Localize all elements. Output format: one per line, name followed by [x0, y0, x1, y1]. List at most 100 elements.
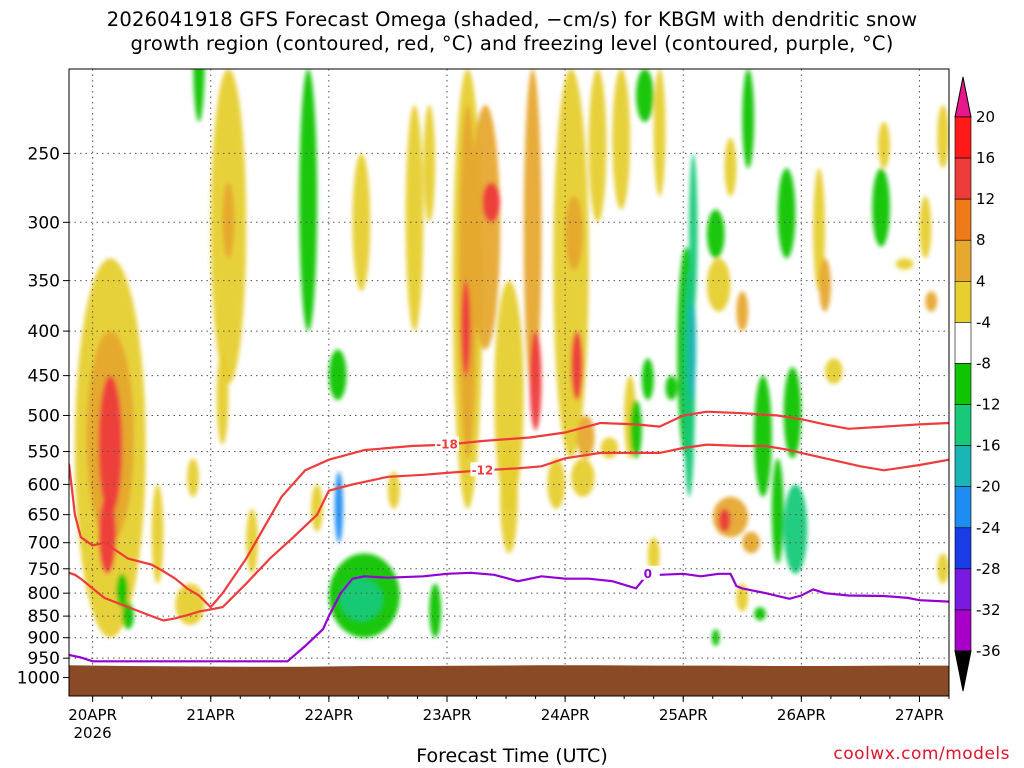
omega-shade — [328, 349, 347, 401]
y-tick-label: 850 — [28, 607, 60, 627]
omega-shade — [612, 69, 631, 210]
omega-shade — [299, 69, 318, 332]
colorbar-label: -20 — [976, 478, 1001, 496]
omega-shade — [754, 607, 766, 621]
colorbar-label: 20 — [976, 108, 995, 126]
contours: -18 -12 0 — [69, 410, 949, 663]
colorbar-swatch — [954, 198, 972, 241]
omega-shade — [571, 458, 595, 497]
omega-shade — [193, 69, 205, 122]
y-tick-label: 600 — [28, 475, 60, 495]
omega-shade — [547, 458, 566, 509]
title-line-1: 2026041918 GFS Forecast Omega (shaded, −… — [106, 8, 918, 31]
y-tick-label: 750 — [28, 560, 60, 580]
y-tick-label: 900 — [28, 629, 60, 649]
y-tick-label: 500 — [28, 406, 60, 426]
omega-shade — [500, 444, 518, 554]
x-tick-label: 20APR — [68, 706, 117, 724]
omega-shade — [742, 69, 755, 169]
omega-shade — [718, 508, 731, 532]
omega-shade — [635, 69, 654, 122]
x-tick-label: 23APR — [423, 706, 472, 724]
omega-shade — [688, 291, 697, 401]
title-line-2: growth region (contoured, red, °C) and f… — [130, 32, 894, 55]
chart-title: 2026041918 GFS Forecast Omega (shaded, −… — [0, 8, 1024, 56]
omega-shade — [116, 573, 129, 608]
colorbar-label: -16 — [976, 437, 1001, 455]
colorbar-top-arrow — [954, 76, 972, 118]
contour-line — [69, 571, 949, 663]
omega-shade — [529, 331, 542, 431]
colorbar-swatch — [954, 322, 972, 364]
omega-shade — [571, 331, 583, 401]
y-tick-label: 300 — [28, 213, 60, 233]
omega-shade — [689, 153, 698, 312]
contour-label-bg — [434, 436, 459, 451]
omega-shade — [647, 537, 660, 574]
colorbar-swatch — [954, 568, 972, 611]
credit-link[interactable]: coolwx.com/models — [833, 744, 1010, 764]
colorbar-label: 12 — [976, 190, 995, 208]
omega-shade — [600, 437, 619, 459]
y-tick-label: 1000 — [17, 669, 60, 689]
colorbar-swatch — [954, 445, 972, 487]
omega-shade — [311, 484, 323, 532]
omega-shade — [895, 258, 914, 270]
y-tick-label: 650 — [28, 506, 60, 526]
omega-shade — [494, 280, 524, 509]
omega-shade — [665, 375, 678, 401]
omega-shade — [783, 367, 802, 459]
colorbar-bottom-arrow — [954, 650, 972, 692]
colorbar-label: -4 — [976, 313, 991, 331]
colorbar-swatch — [954, 609, 972, 652]
omega-shade — [246, 508, 258, 574]
colorbar-label: -8 — [976, 354, 991, 372]
x-axis-label: Forecast Time (UTC) — [416, 745, 608, 767]
y-tick-label: 350 — [28, 272, 60, 292]
colorbar-label: 8 — [976, 231, 986, 249]
y-tick-label: 450 — [28, 367, 60, 387]
x-tick-label: 22APR — [304, 706, 353, 724]
omega-shade — [706, 209, 725, 259]
contour-label-bg — [635, 565, 660, 580]
omega-shade — [819, 258, 831, 312]
omega-shade — [641, 358, 654, 401]
omega-shade — [925, 291, 938, 312]
omega-shade — [429, 583, 442, 638]
omega-shade — [340, 578, 383, 621]
omega-shade — [151, 484, 164, 584]
omega-shade — [872, 168, 890, 247]
omega-shade — [736, 583, 749, 612]
omega-shade — [878, 121, 890, 169]
colorbar-swatch — [954, 116, 972, 159]
colorbar-label: 16 — [976, 149, 995, 167]
omega-shade — [813, 168, 825, 292]
omega-shade — [711, 629, 720, 647]
omega-shade — [919, 196, 932, 259]
shading-blur — [74, 69, 949, 647]
colorbar-swatch — [954, 281, 972, 323]
omega-shade — [216, 349, 229, 445]
colorbar: 20 16 12 8 4 -4 -8 -12 -16 -20 -24 -28 -32 -36 — [954, 76, 1001, 692]
omega-shade — [653, 69, 666, 197]
omega-shade — [736, 291, 749, 332]
colorbar-swatch — [954, 486, 972, 529]
colorbar-label: 4 — [976, 272, 986, 290]
contour-line — [69, 443, 949, 622]
x-tick-label: 25APR — [659, 706, 708, 724]
y-tick-label: 950 — [28, 649, 60, 669]
omega-shade — [222, 182, 235, 259]
y-tick-label: 700 — [28, 534, 60, 554]
omega-shade — [405, 105, 424, 332]
y-axis-ticks: 2503003504004505005506006507007508008509… — [17, 144, 69, 689]
x-tick-year: 2026 — [74, 724, 112, 742]
omega-shade — [565, 196, 583, 270]
omega-shade — [98, 496, 117, 574]
colorbar-label: -24 — [976, 519, 1001, 537]
omega-shading — [74, 69, 949, 647]
colorbar-label: -28 — [976, 560, 1001, 578]
contour-label-bg — [470, 462, 495, 477]
omega-shade — [470, 105, 501, 350]
omega-shade — [334, 471, 344, 543]
